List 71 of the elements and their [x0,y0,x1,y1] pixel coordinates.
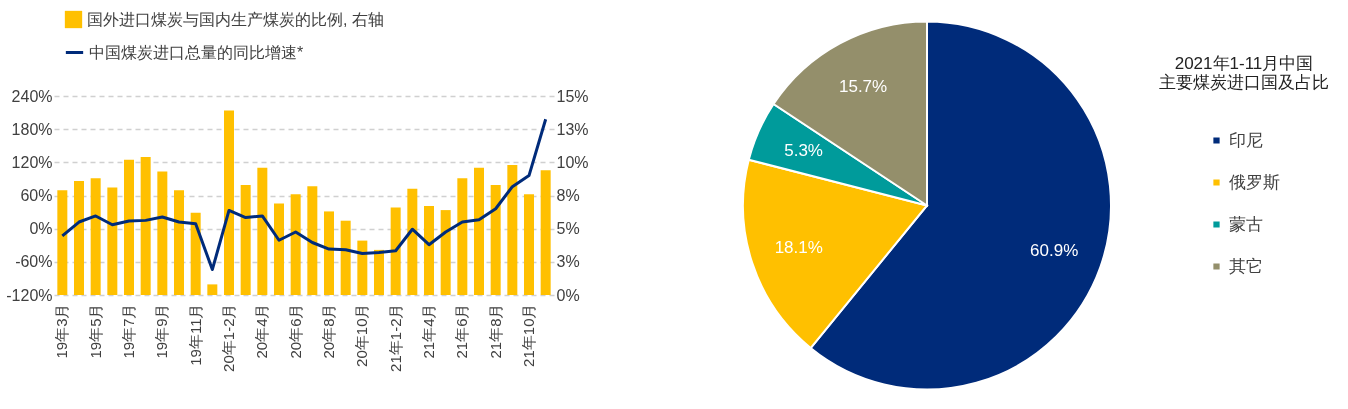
x-tick-label: 21年4月 [420,303,437,359]
data-label: 15.7% [838,76,888,96]
x-tick-label: 20年1-2月 [220,303,237,372]
legend-label: 俄罗斯 [1229,172,1280,192]
y2-tick-label: 10% [556,153,589,171]
legend-label: 其它 [1229,256,1263,276]
bar [174,190,184,295]
bar [224,110,234,295]
y2-tick-label: 15% [556,87,589,105]
bar [190,212,201,295]
line-series [60,117,548,272]
x-tick-label: 19年5月 [86,303,104,359]
x-tick-label: 19年3月 [53,303,71,359]
y-tick-label: 60% [20,187,53,204]
bar [324,211,334,295]
bar [357,240,368,295]
y-tick-label: -60% [15,253,53,271]
y-tick-label: 120% [11,153,53,171]
x-tick-label: 21年8月 [486,303,504,359]
data-label: 60.9% [1030,240,1079,260]
bar [57,190,68,295]
bar [390,207,401,295]
text: 2021年1-11月中国主要煤炭进口国及占比 [1159,54,1329,92]
bar [90,178,101,295]
bar [124,159,134,295]
x-tick-label: 20年4月 [253,303,271,359]
bar [374,249,384,295]
y2-tick-label: 8% [556,187,580,204]
bar [407,188,418,295]
x-tick-label: 19年9月 [153,303,171,359]
y-tick-label: 0% [29,220,53,238]
legend-label: 中国煤炭进口总量的同比增速* [89,43,304,61]
x-tick-label: 21年1-2月 [386,303,404,372]
bar [74,180,84,295]
x-tick-label: 20年8月 [320,303,337,359]
x-tick-label: 19年7月 [120,303,137,359]
bar [524,194,534,295]
bar [490,184,501,295]
y-tick-label: 240% [11,87,53,105]
x-tick-label: 20年6月 [286,303,304,359]
bar [474,167,484,295]
y2-tick-label: 3% [556,253,580,271]
bar [290,194,301,295]
x-tick-label: 21年10月 [520,303,537,367]
bar [157,171,168,295]
bar [340,220,351,295]
bar [540,170,551,295]
x-tick-label: 20年10月 [353,303,371,367]
bar [207,284,218,295]
bar [107,187,118,295]
y-tick-label: -120% [6,286,53,304]
bar [257,167,268,295]
y2-tick-label: 0% [556,286,580,304]
x-tick-label: 19年11月 [186,303,204,366]
legend-label: 国外进口煤炭与国内生产煤炭的比例, 右轴 [87,10,384,28]
bar [240,184,251,295]
data-label: 5.3% [784,140,823,160]
bar [274,203,284,295]
y-tick-label: 180% [11,120,53,138]
bar [140,157,151,295]
y2-tick-label: 5% [556,220,580,238]
data-label: 18.1% [774,237,823,257]
legend-label: 蒙古 [1229,214,1263,234]
bar [307,186,318,295]
bar [457,178,468,295]
bar [440,210,451,295]
bar [424,206,434,295]
bar [507,164,518,295]
y2-tick-label: 13% [556,120,589,138]
x-tick-label: 21年6月 [453,303,471,359]
legend-label: 印尼 [1229,130,1263,150]
